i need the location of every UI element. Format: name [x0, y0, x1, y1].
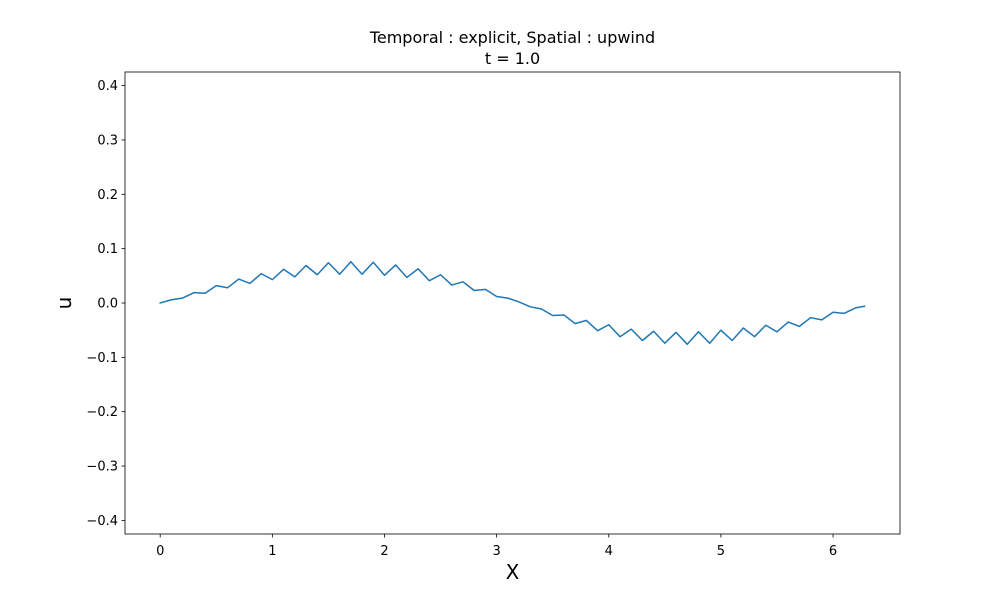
x-tick-label: 0	[156, 544, 164, 559]
y-tick-label: 0.4	[97, 79, 118, 94]
x-tick-label: 2	[380, 544, 388, 559]
y-tick-label: 0.0	[97, 297, 118, 312]
series-line-u	[159, 260, 866, 346]
chart-title: Temporal : explicit, Spatial : upwind	[369, 28, 655, 47]
x-tick-label: 6	[829, 544, 837, 559]
x-tick-label: 3	[492, 544, 500, 559]
x-axis-ticks: 0 1 2 3 4 5 6	[156, 534, 837, 559]
x-tick-label: 1	[268, 544, 276, 559]
y-axis-ticks: −0.4 −0.3 −0.2 −0.1 0.0 0.1 0.2 0.3 0.4	[86, 79, 125, 529]
y-tick-label: −0.3	[86, 460, 118, 475]
x-tick-label: 5	[717, 544, 725, 559]
chart-subtitle: t = 1.0	[485, 49, 540, 68]
x-axis-label: X	[506, 560, 520, 584]
y-tick-label: −0.2	[86, 405, 118, 420]
y-tick-label: −0.1	[86, 351, 118, 366]
y-tick-label: −0.4	[86, 514, 118, 529]
y-axis-label: u	[52, 297, 76, 310]
y-tick-label: 0.3	[97, 133, 118, 148]
y-tick-label: 0.2	[97, 188, 118, 203]
y-tick-label: 0.1	[97, 242, 118, 257]
plot-area-frame	[124, 71, 901, 535]
x-tick-label: 4	[605, 544, 613, 559]
